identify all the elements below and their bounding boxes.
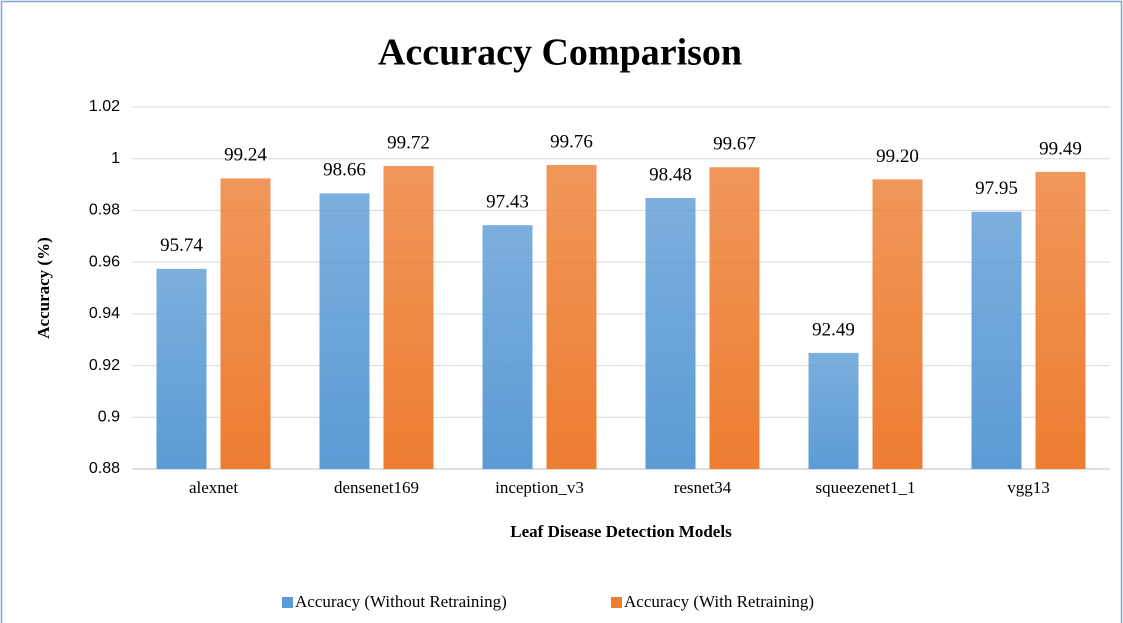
- data-label: 99.72: [387, 132, 430, 153]
- data-label: 99.24: [224, 145, 267, 166]
- legend-label: Accuracy (Without Retraining): [295, 592, 507, 611]
- x-tick-label: inception_v3: [495, 478, 584, 497]
- data-label: 99.76: [550, 131, 593, 152]
- bar: [383, 165, 434, 469]
- data-label: 97.43: [486, 192, 529, 213]
- x-tick-label: alexnet: [189, 478, 238, 497]
- y-tick-label: 0.98: [89, 202, 120, 219]
- y-tick-label: 0.96: [89, 253, 120, 270]
- x-tick-label: resnet34: [674, 478, 732, 497]
- data-label: 97.95: [975, 178, 1018, 199]
- data-label: 99.67: [713, 134, 756, 155]
- y-tick-label: 1.02: [89, 98, 120, 115]
- y-tick-label: 0.9: [98, 409, 120, 426]
- data-label: 95.74: [160, 235, 203, 256]
- bar: [220, 178, 271, 469]
- bar: [872, 179, 923, 469]
- y-tick-label: 1: [111, 150, 120, 167]
- data-label: 99.20: [876, 146, 919, 167]
- y-tick-label: 0.88: [89, 460, 120, 477]
- data-label: 98.48: [649, 164, 692, 185]
- legend-swatch: [611, 597, 622, 608]
- x-tick-label: vgg13: [1007, 478, 1050, 497]
- bar: [1035, 171, 1086, 469]
- bar: [482, 225, 533, 469]
- bar: [156, 268, 207, 469]
- legend-swatch: [282, 597, 293, 608]
- bar: [971, 211, 1022, 469]
- bar: [546, 164, 597, 470]
- bar: [709, 167, 760, 470]
- legend-label: Accuracy (With Retraining): [624, 592, 814, 611]
- x-axis-title: Leaf Disease Detection Models: [510, 522, 732, 541]
- data-label: 99.49: [1039, 138, 1082, 159]
- y-tick-label: 0.94: [89, 305, 120, 322]
- bar: [319, 193, 370, 469]
- bar: [808, 352, 859, 469]
- y-tick-label: 0.92: [89, 357, 120, 374]
- data-label: 98.66: [323, 160, 366, 181]
- bar: [645, 198, 696, 469]
- x-tick-label: squeezenet1_1: [815, 478, 915, 497]
- x-tick-label: densenet169: [334, 478, 419, 497]
- y-axis-title: Accuracy (%): [34, 237, 53, 339]
- chart-title: Accuracy Comparison: [378, 32, 742, 74]
- data-label: 92.49: [812, 319, 855, 340]
